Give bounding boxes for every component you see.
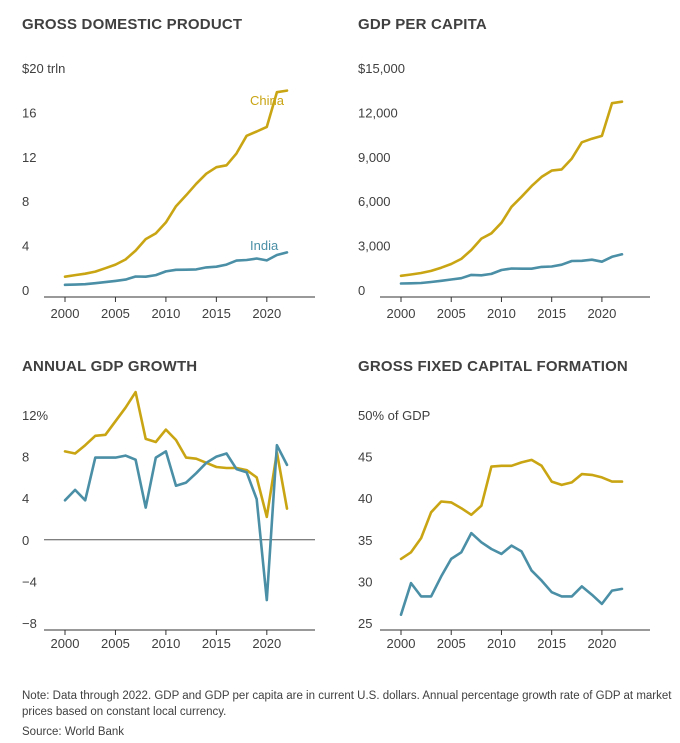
panel-title-capital-formation: GROSS FIXED CAPITAL FORMATION [358, 358, 628, 375]
chart-3-y-tick-label: 35 [358, 533, 372, 548]
chart-0-x-tick-label: 2010 [151, 306, 180, 321]
chart-2-y-tick-label: 8 [22, 450, 29, 465]
chart-0-series-label-india: India [250, 238, 279, 253]
chart-2-x-tick-label: 2000 [51, 636, 80, 651]
chart-0-x-tick-label: 2020 [252, 306, 281, 321]
chart-2-x-tick-label: 2020 [252, 636, 281, 651]
chart-3-y-tick-label: 30 [358, 574, 372, 589]
chart-1-x-tick-label: 2005 [437, 306, 466, 321]
chart-0-y-tick-label: 12 [22, 150, 36, 165]
chart-0-y-tick-label: 16 [22, 105, 36, 120]
chart-3-x-tick-label: 2005 [437, 636, 466, 651]
chart-0-x-tick-label: 2015 [202, 306, 231, 321]
chart-3-x-tick-label: 2015 [537, 636, 566, 651]
chart-1-x-tick-label: 2020 [587, 306, 616, 321]
chart-3-y-tick-label: 25 [358, 616, 372, 631]
chart-1-series-line-china [399, 100, 624, 278]
chart-3-x-tick-label: 2000 [387, 636, 416, 651]
chart-1-x-tick-label: 2000 [387, 306, 416, 321]
chart-3-x-tick-label: 2020 [587, 636, 616, 651]
chart-2-y-tick-label: −4 [22, 574, 37, 589]
chart-1-x-tick-label: 2010 [487, 306, 516, 321]
footer-note: Note: Data through 2022. GDP and GDP per… [22, 690, 672, 718]
chart-2-y-tick-label: 0 [22, 533, 29, 548]
chart-1-y-tick-label: 0 [358, 283, 365, 298]
chart-0-y-tick-label: 8 [22, 194, 29, 209]
chart-1-x-tick-label: 2015 [537, 306, 566, 321]
footer-source: Source: World Bank [22, 726, 125, 738]
chart-1-y-tick-label: 3,000 [358, 239, 391, 254]
chart-0-series-label-china: China [250, 93, 285, 108]
chart-0-x-tick-label: 2000 [51, 306, 80, 321]
chart-2-y-tick-label: −8 [22, 616, 37, 631]
chart-3-unit-label: 50% of GDP [358, 408, 430, 423]
chart-2-x-tick-label: 2010 [151, 636, 180, 651]
chart-3-y-tick-label: 40 [358, 491, 372, 506]
chart-0-y-tick-label: 0 [22, 283, 29, 298]
chart-2-y-tick-label: 4 [22, 491, 29, 506]
chart-0-x-tick-label: 2005 [101, 306, 130, 321]
chart-0-y-tick-label: 4 [22, 239, 29, 254]
chart-2-x-tick-label: 2005 [101, 636, 130, 651]
chart-1-series-line-india [399, 253, 624, 285]
chart-3-x-tick-label: 2010 [487, 636, 516, 651]
chart-1-y-tick-label: 6,000 [358, 194, 391, 209]
panel-title-gdp-growth: ANNUAL GDP GROWTH [22, 358, 198, 375]
chart-0-series-line-india [63, 251, 289, 287]
chart-2-unit-label: 12% [22, 408, 48, 423]
chart-3-y-tick-label: 45 [358, 450, 372, 465]
chart-1-unit-label: $15,000 [358, 61, 405, 76]
chart-2-x-tick-label: 2015 [202, 636, 231, 651]
chart-2-series-line-india [63, 443, 289, 602]
chart-3-series-line-india [399, 531, 624, 617]
chart-1-y-tick-label: 12,000 [358, 105, 398, 120]
chart-2-series-line-china [63, 390, 289, 519]
chart-0-unit-label: $20 trln [22, 61, 65, 76]
panel-title-gdp: GROSS DOMESTIC PRODUCT [22, 16, 243, 33]
chart-1-y-tick-label: 9,000 [358, 150, 391, 165]
chart-3-series-line-china [399, 458, 624, 561]
chart-0-series-line-china [63, 89, 289, 279]
panel-title-gdp-per-capita: GDP PER CAPITA [358, 16, 487, 33]
